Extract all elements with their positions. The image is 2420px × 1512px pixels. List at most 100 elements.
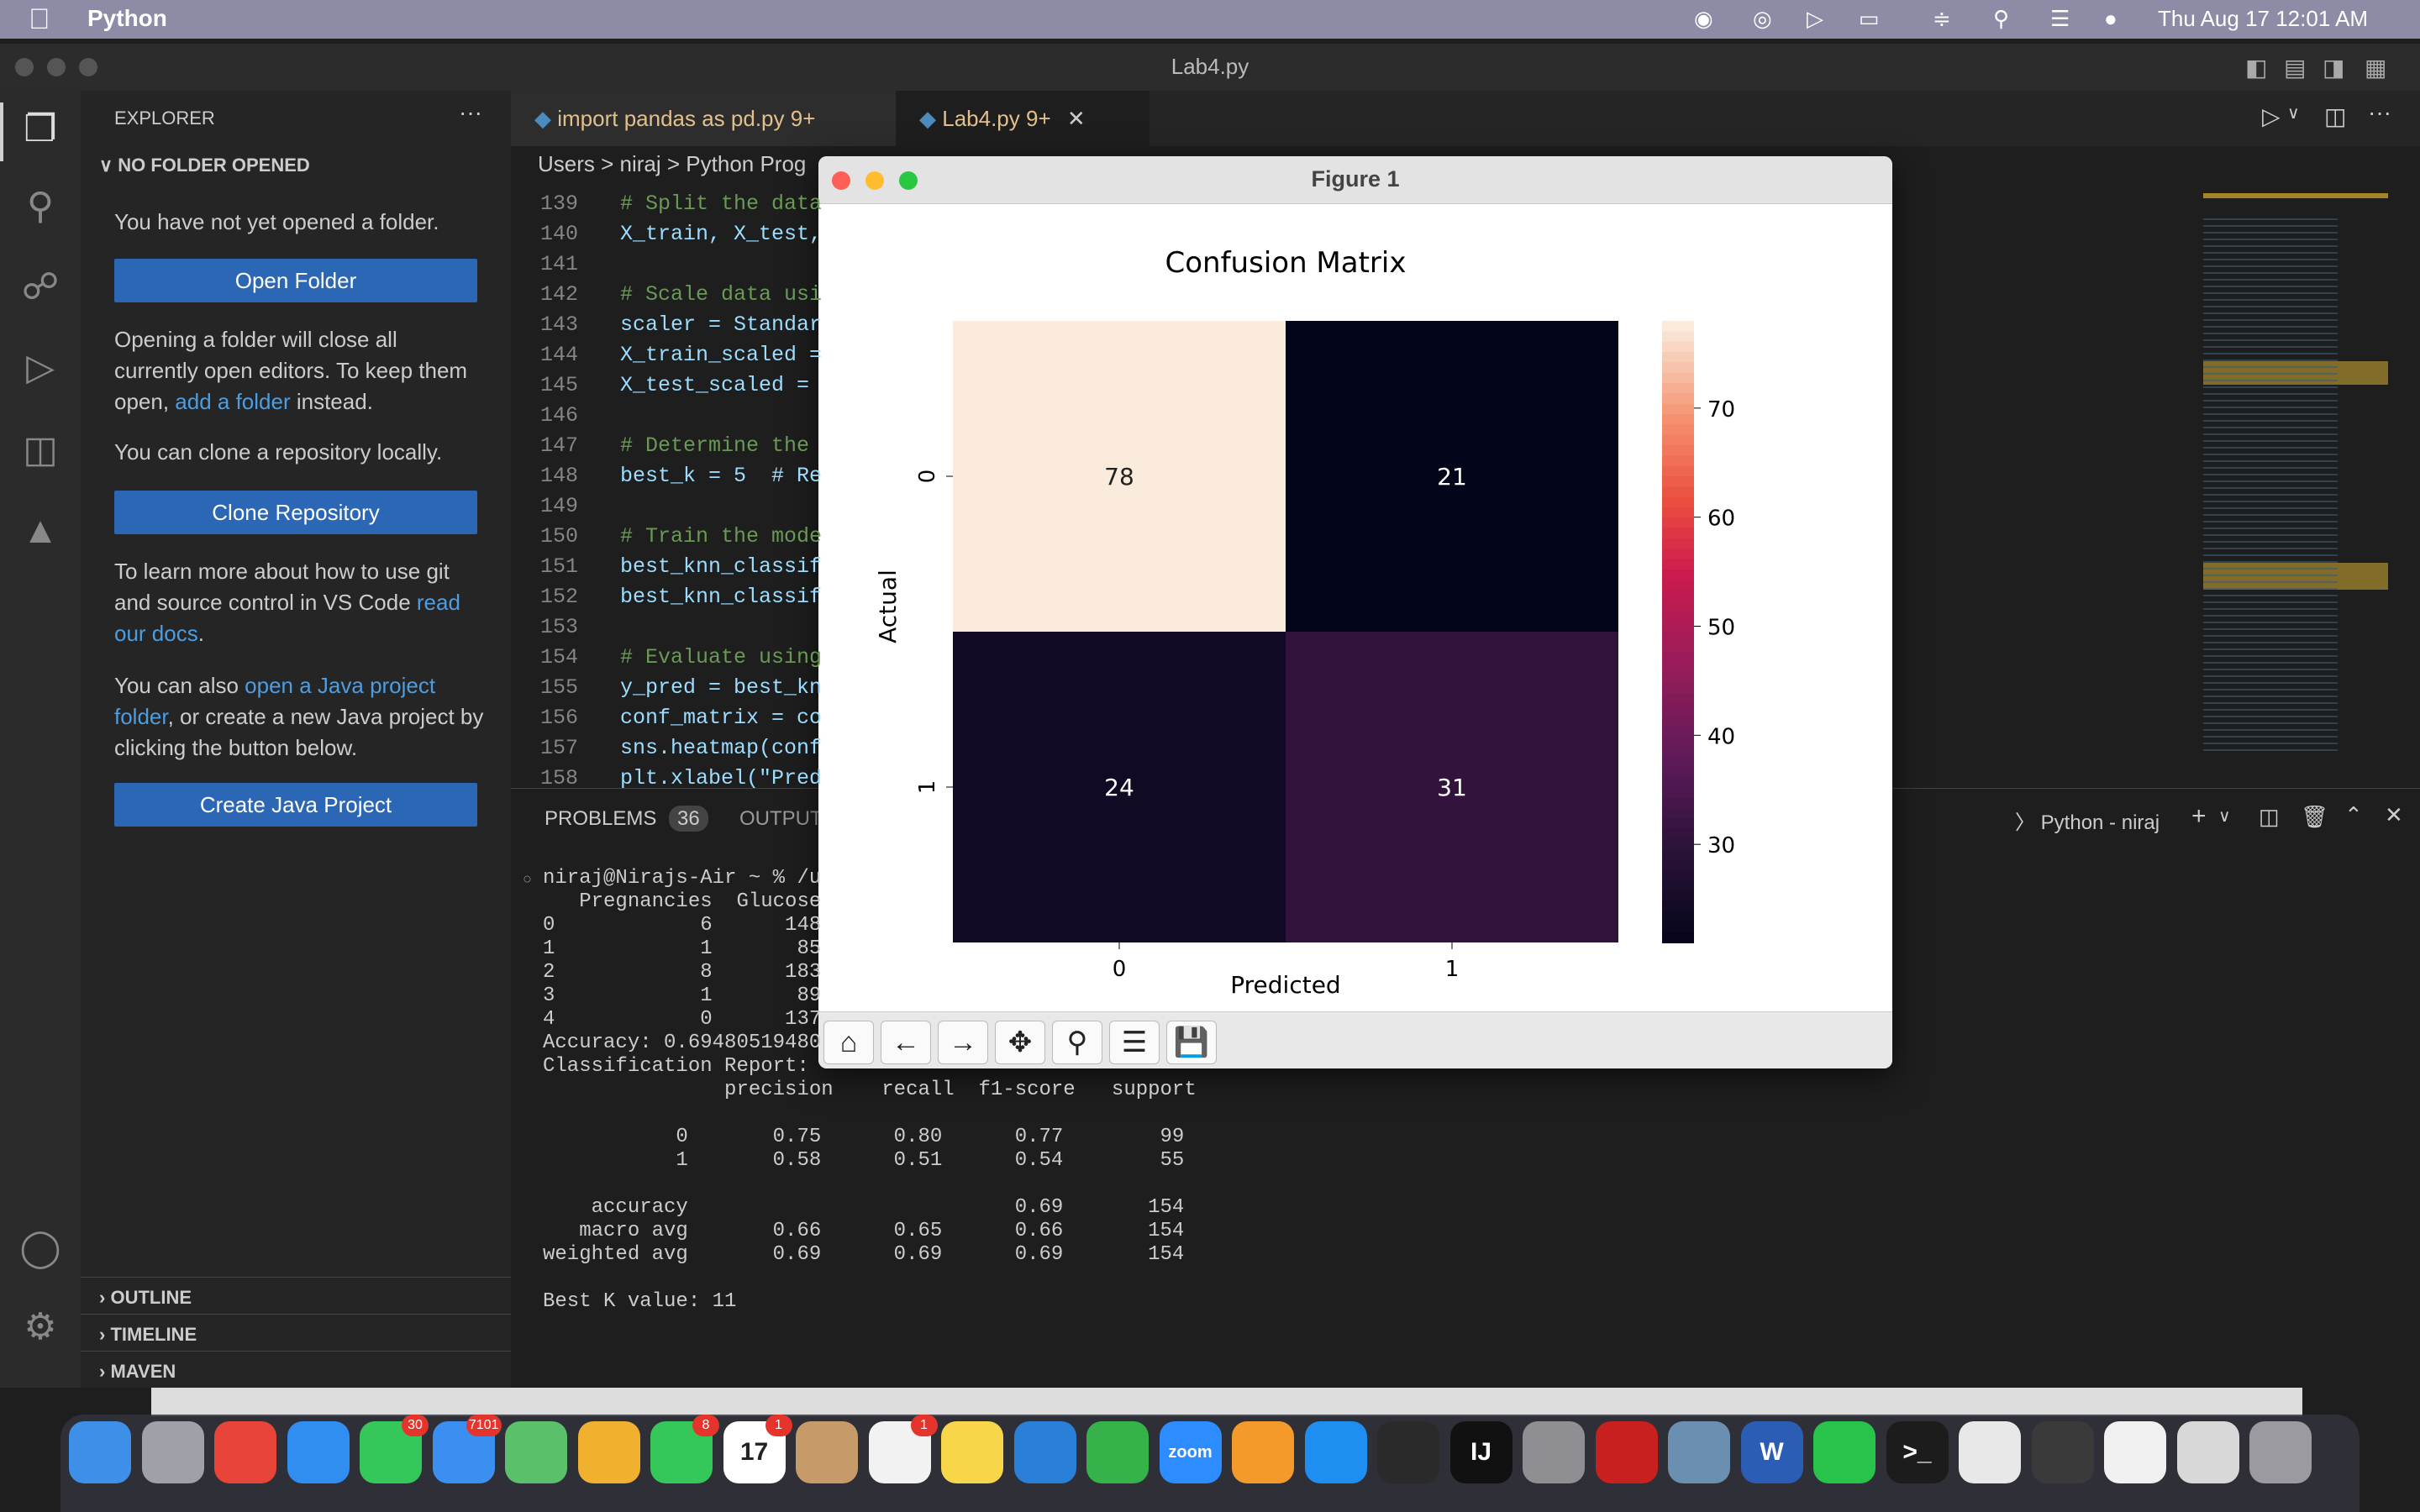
menu-app-name[interactable]: Python [87,5,167,31]
settings-gear-icon[interactable]: ⚙ [24,1306,57,1347]
search-icon[interactable]: ⚲ [26,186,55,227]
back-arrow-icon[interactable]: ← [881,1021,931,1064]
source-control-icon[interactable]: ☍ [21,266,60,307]
more-actions-icon[interactable]: ··· [459,99,482,125]
maximize-panel-icon[interactable]: ⌃ [2344,802,2363,827]
account-icon[interactable]: ◯ [19,1227,61,1268]
dock-vscode-icon[interactable] [1377,1421,1439,1483]
pan-move-icon[interactable]: ✥ [995,1021,1045,1064]
dock-safari-icon[interactable] [287,1421,350,1483]
save-figure-icon[interactable]: 💾 [1166,1021,1217,1064]
dock-calendar-icon[interactable]: 17 1 [723,1415,792,1483]
colorbar-segment [1662,911,1694,923]
clone-repository-button[interactable]: Clone Repository [114,491,477,534]
spotlight-icon[interactable]: ⚲ [1993,6,2010,31]
screen-record-icon[interactable]: ◎ [1753,6,1772,31]
timeline-section[interactable]: › TIMELINE [99,1324,197,1345]
run-python-file-icon[interactable]: ▷ [2262,103,2281,129]
dock-zoom-icon[interactable]: zoom [1159,1421,1222,1483]
split-editor-icon[interactable]: ◫ [2324,103,2347,129]
terminal-dropdown-icon[interactable]: ∨ [2218,807,2231,826]
close-window-button[interactable] [15,58,34,76]
tab-lab4[interactable]: ◆ Lab4.py 9+ ✕ [896,91,1150,146]
dock-contacts-icon[interactable] [796,1421,858,1483]
siri-icon[interactable]: ● [2104,6,2118,31]
dock-chrome-icon[interactable] [214,1421,276,1483]
new-terminal-icon[interactable]: + [2191,802,2207,830]
terminal-selector[interactable]: 〉 Python - niraj [2015,806,2160,835]
open-java-project-link[interactable]: open a Java project folder [114,673,436,729]
kill-terminal-icon[interactable]: 🗑 [2301,804,2329,829]
dock-xquartz-icon[interactable] [2031,1421,2094,1483]
dock-terminal-icon[interactable]: >_ [1886,1421,1949,1483]
minimize-window-button[interactable] [47,58,66,76]
zoom-magnifier-icon[interactable]: ⚲ [1052,1021,1102,1064]
toggle-panel-icon[interactable]: ▤ [2284,55,2307,81]
dock-launchpad-icon[interactable] [141,1421,204,1483]
dock-app-store-icon[interactable] [1304,1421,1367,1483]
figure-close-button[interactable] [832,171,850,190]
battery-icon[interactable]: ▭ [1859,6,1880,31]
minimap[interactable] [2198,185,2400,756]
dock-keynote-icon[interactable] [1013,1421,1076,1483]
create-java-project-button[interactable]: Create Java Project [114,783,477,827]
menu-clock[interactable]: Thu Aug 17 12:01 AM [2158,6,2369,31]
dock-whatsapp-icon[interactable] [1813,1421,1876,1483]
add-folder-link[interactable]: add a folder [175,389,291,414]
dock-photos-icon[interactable] [577,1421,640,1483]
dock-finder-icon[interactable] [69,1421,131,1483]
dock-numbers-icon[interactable] [1086,1421,1149,1483]
forward-arrow-icon[interactable]: → [938,1021,988,1064]
explorer-icon[interactable]: ❐ [24,108,57,150]
colorbar-segment [1662,766,1694,778]
dock-mail-icon[interactable]: 7101 [432,1415,502,1483]
run-dropdown-icon[interactable]: ∨ [2287,104,2300,123]
figure-zoom-button[interactable] [899,171,918,190]
dock-documents-icon[interactable] [2176,1421,2239,1483]
toggle-sidebar-icon[interactable]: ◧ [2245,55,2268,81]
apple-icon[interactable]:  [29,3,50,36]
read-docs-link[interactable]: read our docs [114,590,460,646]
zoom-window-button[interactable] [79,58,97,76]
dock-system-settings-icon[interactable] [1523,1421,1585,1483]
breadcrumb[interactable]: Users > niraj > Python Prog [538,151,807,176]
dock-preview-icon[interactable] [1668,1421,1730,1483]
customize-layout-icon[interactable]: ▦ [2365,55,2387,81]
run-debug-icon[interactable]: ▷ [26,347,55,388]
dock-textedit-icon[interactable] [1959,1421,2021,1483]
tab-output[interactable]: OUTPUT [739,807,823,830]
dock-facetime-icon[interactable]: 8 [650,1415,719,1483]
dock-reminders-icon[interactable]: 1 [868,1415,938,1483]
dock-intellij-icon[interactable]: IJ [1449,1421,1512,1483]
maven-section[interactable]: › MAVEN [99,1361,176,1382]
dock-trash-icon[interactable] [2249,1421,2312,1483]
dock-pinwheel-icon[interactable] [2104,1421,2166,1483]
play-icon[interactable]: ▷ [1807,6,1823,31]
dock-maps-icon[interactable] [505,1421,567,1483]
dock-pages-icon[interactable] [1232,1421,1294,1483]
dock-acrobat-icon[interactable] [1595,1421,1658,1483]
home-icon[interactable]: ⌂ [823,1021,874,1064]
colorbar-segment [1662,455,1694,467]
figure-minimize-button[interactable] [865,171,884,190]
dock-notes-icon[interactable] [941,1421,1003,1483]
grammarly-icon[interactable]: ◉ [1694,6,1713,31]
tab-import-pandas[interactable]: ◆ import pandas as pd.py 9+ [511,91,919,146]
colorbar-segment [1662,507,1694,519]
toggle-secondary-sidebar-icon[interactable]: ◨ [2323,55,2345,81]
wifi-icon[interactable]: ≑ [1933,6,1951,31]
outline-section[interactable]: › OUTLINE [99,1287,192,1308]
open-folder-button[interactable]: Open Folder [114,259,477,302]
more-actions-icon[interactable]: ··· [2368,99,2391,125]
split-terminal-icon[interactable]: ◫ [2259,804,2280,829]
close-panel-icon[interactable]: ✕ [2385,802,2403,827]
control-center-icon[interactable]: ☰ [2050,6,2070,31]
dock-messages-icon[interactable]: 30 [360,1415,429,1483]
no-folder-section[interactable]: ∨ NO FOLDER OPENED [99,155,310,176]
extensions-icon[interactable]: ◫ [23,429,58,470]
testing-icon[interactable]: ▲ [22,510,59,551]
dock-word-icon[interactable]: W [1740,1421,1803,1483]
tab-problems[interactable]: PROBLEMS 36 [544,806,708,832]
close-tab-icon[interactable]: ✕ [1066,106,1086,131]
configure-subplots-icon[interactable]: ☰ [1109,1021,1160,1064]
